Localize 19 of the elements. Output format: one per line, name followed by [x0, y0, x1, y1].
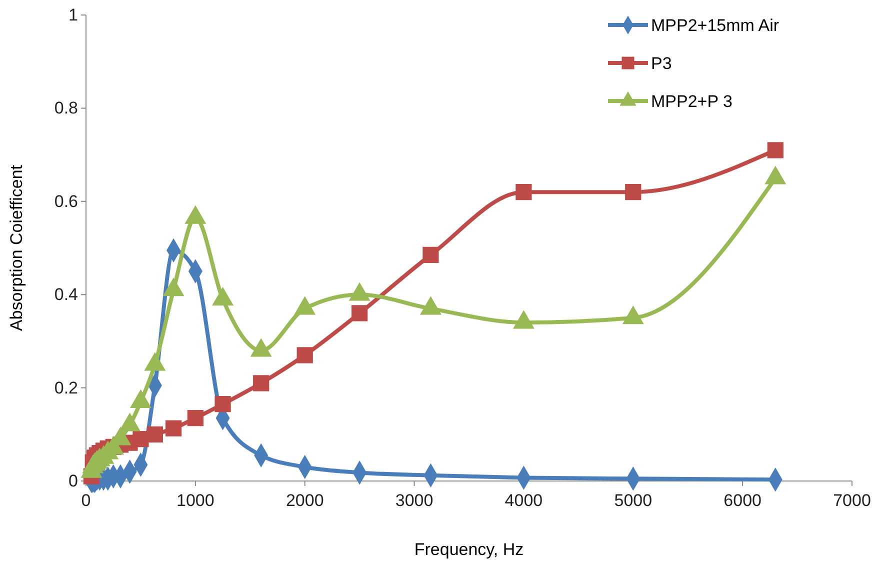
x-tick-label: 7000	[833, 491, 871, 510]
x-tick-label: 3000	[395, 491, 434, 510]
y-tick-label: 1	[68, 5, 78, 24]
x-axis-title: Frequency, Hz	[414, 540, 524, 559]
x-tick-label: 1000	[176, 491, 214, 510]
x-tick-label: 4000	[504, 491, 543, 510]
y-tick-label: 0.4	[54, 285, 78, 304]
x-tick-label: 6000	[724, 491, 762, 510]
legend-label: P3	[651, 54, 672, 73]
y-axis-title: Absorption Coiefficent	[7, 164, 26, 332]
legend-label: MPP2+P 3	[651, 92, 732, 111]
y-tick-label: 0.8	[54, 98, 78, 118]
y-tick-label: 0	[68, 471, 78, 490]
x-tick-label: 2000	[286, 491, 324, 510]
x-tick-label: 0	[81, 491, 91, 510]
y-tick-label: 0.6	[54, 192, 78, 211]
legend-label: MPP2+15mm Air	[651, 16, 780, 35]
x-tick-label: 5000	[614, 491, 652, 510]
y-tick-label: 0.2	[54, 378, 78, 398]
